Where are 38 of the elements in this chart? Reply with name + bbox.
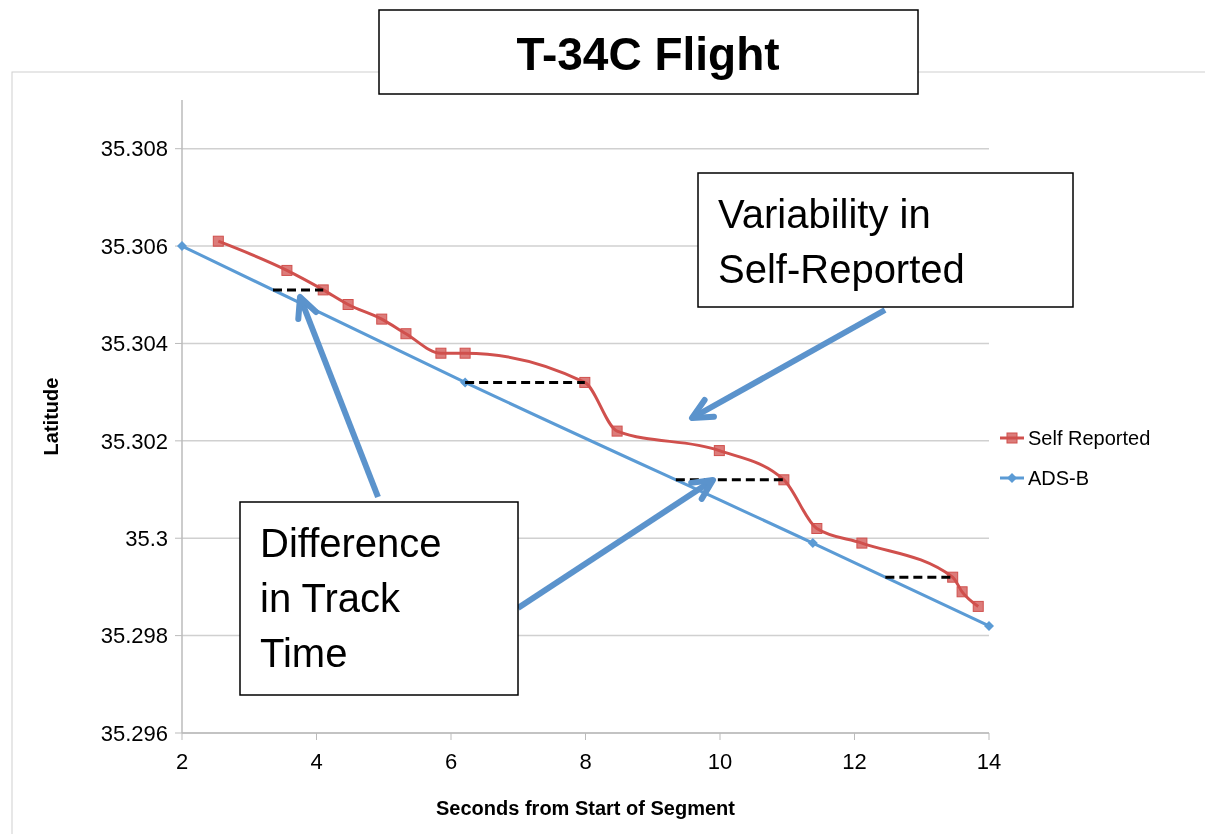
y-tick-label: 35.306 [100, 233, 168, 259]
x-tick-label: 2 [175, 749, 189, 774]
y-tick-label: 35.296 [100, 720, 168, 746]
chart-title: T-34C Flight [516, 28, 780, 80]
point [281, 264, 293, 276]
point [400, 328, 412, 340]
x-tick-label: 8 [579, 749, 592, 774]
x-tick-label: 4 [310, 749, 323, 774]
point [947, 571, 959, 583]
legend-label: ADS-B [1028, 467, 1090, 489]
point [435, 347, 447, 359]
y-tick-label: 35.298 [100, 623, 168, 649]
x-tick-label: 10 [707, 749, 733, 774]
point [342, 299, 354, 311]
legend-label: Self Reported [1028, 427, 1151, 449]
x-tick-label: 12 [842, 749, 867, 774]
x-tick-label: 14 [976, 749, 1002, 774]
point [984, 620, 994, 631]
point [956, 586, 968, 598]
x-axis-title: Seconds from Start of Segment [436, 797, 736, 819]
y-axis-title: Latitude [40, 377, 62, 456]
annotation: Difference in Track Time [260, 521, 442, 675]
annotation: Variability in Self-Reported [718, 192, 965, 291]
y-tick-label: 35.304 [100, 331, 168, 357]
y-tick-label: 35.302 [100, 428, 168, 454]
point [212, 235, 224, 247]
x-tick-label: 6 [444, 749, 458, 774]
y-tick-label: 35.308 [100, 136, 168, 162]
point [807, 538, 818, 549]
point [459, 347, 471, 359]
point [713, 445, 725, 457]
point [611, 425, 623, 437]
point [972, 600, 984, 612]
point [811, 522, 823, 534]
point [177, 241, 187, 252]
y-tick-label: 35.3 [125, 525, 168, 551]
point [856, 537, 868, 549]
point [376, 313, 388, 325]
